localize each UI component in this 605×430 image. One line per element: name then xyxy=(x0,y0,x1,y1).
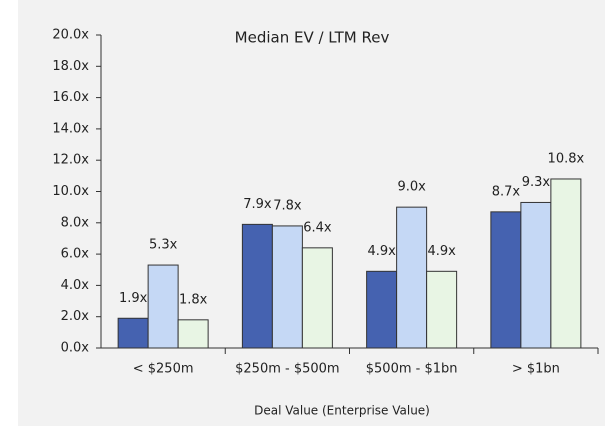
value-label: 4.9x xyxy=(367,244,396,259)
bar xyxy=(271,225,303,349)
value-label: 7.8x xyxy=(273,198,302,213)
value-label: 4.9x xyxy=(427,244,456,259)
bar xyxy=(520,201,552,349)
y-tick-label: 4.0x xyxy=(61,278,90,293)
bar xyxy=(241,223,273,349)
value-label: 8.7x xyxy=(492,184,521,199)
x-tick-label: > $1bn xyxy=(512,362,560,377)
value-label: 10.8x xyxy=(548,151,585,166)
value-label: 5.3x xyxy=(149,238,178,253)
bar xyxy=(117,317,149,349)
bar xyxy=(426,270,458,349)
value-label: 6.4x xyxy=(303,220,332,235)
y-tick-label: 2.0x xyxy=(61,309,90,324)
bar xyxy=(301,247,333,349)
y-tick-label: 10.0x xyxy=(52,184,89,199)
y-tick-label: 20.0x xyxy=(52,28,89,43)
bar xyxy=(396,206,428,349)
value-label: 1.9x xyxy=(119,291,148,306)
y-tick-label: 14.0x xyxy=(52,121,89,136)
x-tick-label: $250m - $500m xyxy=(235,362,339,377)
y-tick-label: 12.0x xyxy=(52,153,89,168)
value-label: 9.3x xyxy=(522,175,551,190)
x-tick-label: $500m - $1bn xyxy=(366,362,458,377)
x-tick-label: < $250m xyxy=(133,362,194,377)
y-tick-label: 18.0x xyxy=(52,59,89,74)
bar xyxy=(147,264,179,349)
bar xyxy=(550,178,582,349)
bar xyxy=(177,319,209,349)
y-tick-label: 0.0x xyxy=(61,341,90,356)
value-label: 7.9x xyxy=(243,197,272,212)
value-label: 1.8x xyxy=(179,292,208,307)
chart-title: Median EV / LTM Rev xyxy=(235,29,390,47)
y-tick-label: 16.0x xyxy=(52,90,89,105)
bar xyxy=(490,211,522,349)
y-tick-label: 8.0x xyxy=(61,215,90,230)
value-label: 9.0x xyxy=(397,180,426,195)
y-tick-label: 6.0x xyxy=(61,247,90,262)
bar xyxy=(366,270,398,349)
x-axis-label: Deal Value (Enterprise Value) xyxy=(254,404,430,418)
